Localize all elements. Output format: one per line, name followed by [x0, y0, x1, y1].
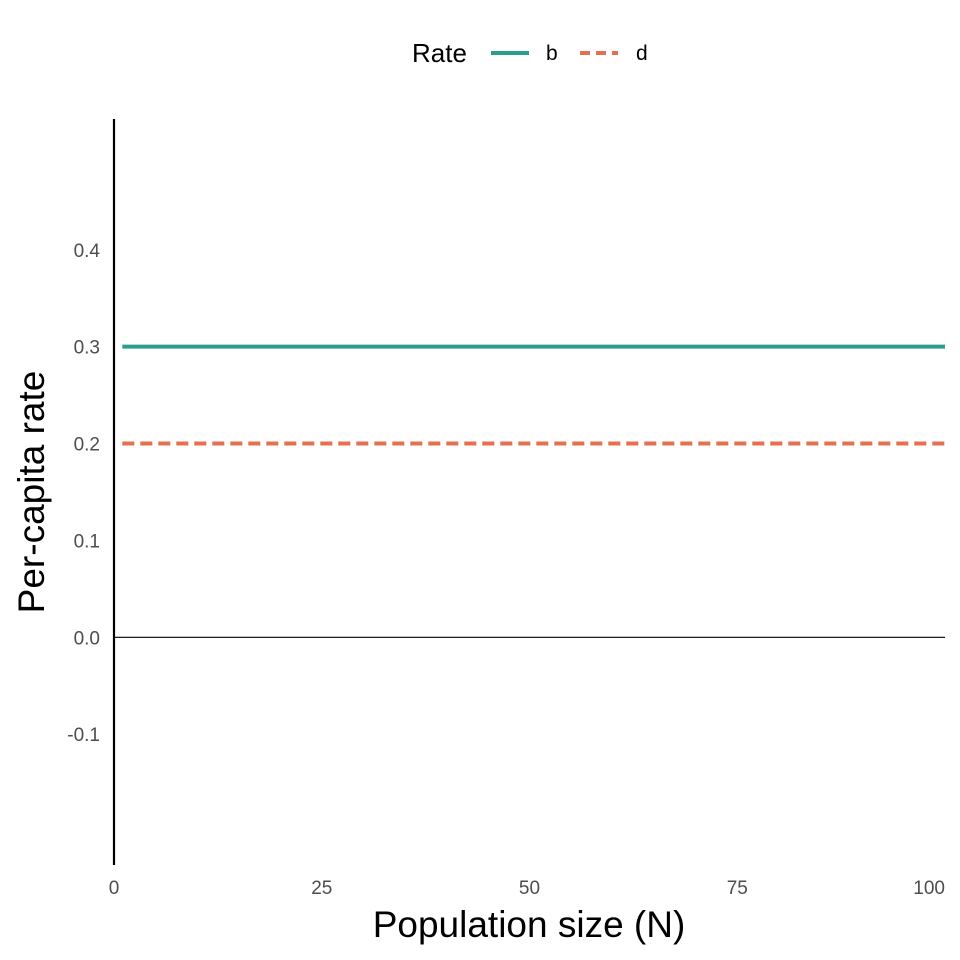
y-tick-label: 0.0: [74, 628, 100, 649]
y-tick-label: 0.2: [74, 435, 100, 456]
y-tick-label: 0.3: [74, 338, 100, 359]
x-axis-title: Population size (N): [373, 904, 686, 945]
y-tick-label: 0.4: [74, 241, 101, 262]
series-lines: [122, 344, 945, 446]
legend-label-d: d: [636, 42, 648, 65]
x-tick-label: 0: [109, 878, 120, 899]
x-tick-labels: 0 25 50 75 100: [109, 878, 945, 899]
legend-title: Rate: [412, 38, 467, 68]
legend: Rate b d: [412, 38, 648, 68]
y-tick-label: -0.1: [67, 725, 100, 746]
x-tick-label: 50: [519, 878, 540, 899]
y-tick-labels: -0.1 0.0 0.1 0.2 0.3 0.4: [67, 241, 100, 746]
x-tick-label: 75: [727, 878, 748, 899]
y-axis-title: Per-capita rate: [11, 371, 52, 614]
x-tick-label: 25: [311, 878, 332, 899]
y-tick-label: 0.1: [74, 531, 100, 552]
legend-label-b: b: [546, 42, 558, 65]
x-tick-label: 100: [913, 878, 945, 899]
